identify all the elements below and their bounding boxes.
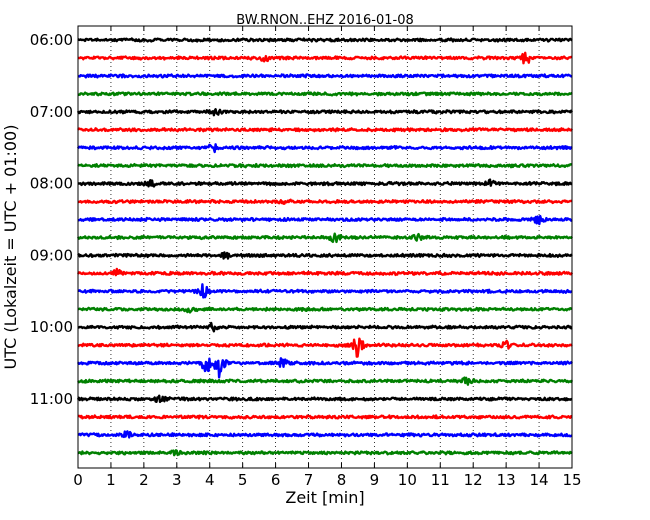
x-tick-label: 12 (464, 471, 483, 489)
x-tick-label: 2 (139, 471, 149, 489)
chart-title: BW.RNON..EHZ 2016-01-08 (236, 13, 414, 28)
seismic-trace (76, 357, 573, 379)
seismic-trace (77, 214, 573, 226)
y-tick-label: 08:00 (30, 175, 73, 193)
seismic-trace (77, 162, 573, 169)
seismic-trace (77, 414, 573, 420)
x-tick-label: 11 (431, 471, 450, 489)
x-tick-label: 4 (205, 471, 215, 489)
seismic-trace (77, 321, 573, 333)
seismic-trace (77, 127, 574, 133)
plot-frame (77, 25, 573, 469)
x-tick-label: 9 (370, 471, 380, 489)
x-tick-label: 10 (398, 471, 417, 489)
grid-layer (110, 26, 540, 468)
x-tick-label: 5 (238, 471, 248, 489)
seismic-trace (77, 430, 573, 439)
seismic-trace (77, 91, 573, 97)
trace-layer (76, 37, 574, 457)
y-tick-label: 07:00 (30, 103, 73, 121)
seismic-trace (77, 306, 573, 314)
seismic-trace (76, 232, 573, 244)
seismic-trace (77, 449, 573, 457)
x-tick-label: 8 (337, 471, 347, 489)
x-tick-label: 7 (304, 471, 314, 489)
x-tick-label: 1 (106, 471, 116, 489)
x-tick-label: 13 (497, 471, 516, 489)
seismic-trace (77, 337, 573, 358)
x-tick-label: 6 (271, 471, 281, 489)
y-tick-label: 06:00 (30, 31, 73, 49)
seismic-trace (76, 394, 573, 404)
x-axis-label: Zeit [min] (285, 488, 364, 507)
seismic-trace (77, 37, 573, 43)
y-tick-label: 09:00 (30, 246, 73, 264)
seismic-trace (76, 143, 573, 154)
x-tick-label: 15 (562, 471, 581, 489)
x-tick-label: 3 (172, 471, 182, 489)
y-axis-label: UTC (Lokalzeit = UTC + 01:00) (1, 125, 20, 370)
seismic-trace (77, 178, 573, 188)
x-tick-label: 0 (73, 471, 83, 489)
seismic-trace (77, 283, 573, 299)
seismic-trace (76, 108, 574, 117)
seismic-trace (77, 51, 573, 65)
seismic-trace (77, 376, 574, 386)
x-tick-label: 14 (530, 471, 549, 489)
seismic-trace (76, 267, 574, 277)
tick-layer: 0 1 2 3 4 5 6 7 8 9 10 11 12 13 14 1506:0007:0008:0009:… (30, 26, 582, 489)
seismic-trace (77, 251, 573, 260)
y-tick-label: 10:00 (30, 318, 73, 336)
seismic-trace (77, 73, 573, 79)
seismic-trace (77, 198, 573, 205)
y-tick-label: 11:00 (30, 390, 73, 408)
